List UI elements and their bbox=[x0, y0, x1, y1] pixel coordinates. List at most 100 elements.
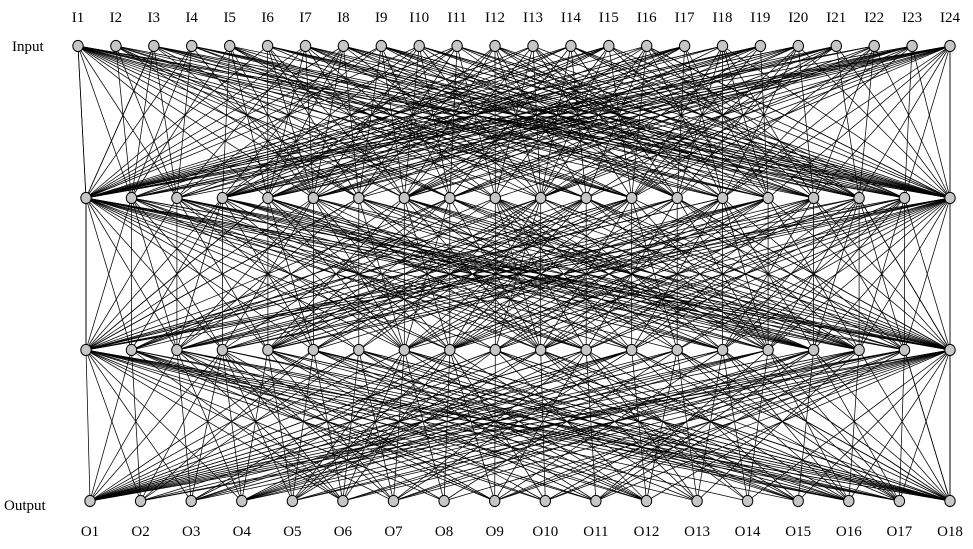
hidden2-node bbox=[490, 344, 500, 355]
hidden2-node bbox=[217, 344, 227, 355]
input-node-label: I10 bbox=[409, 10, 429, 26]
output-node-label: O4 bbox=[233, 524, 252, 540]
hidden1-node bbox=[81, 192, 91, 203]
output-node bbox=[338, 495, 348, 506]
input-node bbox=[907, 40, 917, 51]
output-layer-label: Output bbox=[4, 498, 47, 514]
hidden1-node bbox=[581, 192, 591, 203]
output-node-label: O5 bbox=[283, 524, 301, 540]
connection-edge bbox=[90, 350, 450, 501]
hidden1-node bbox=[899, 192, 909, 203]
connection-edge bbox=[404, 350, 950, 501]
input-node-label: I21 bbox=[826, 10, 846, 26]
input-node bbox=[566, 40, 576, 51]
connection-edge bbox=[141, 350, 950, 501]
hidden1-node bbox=[217, 192, 227, 203]
output-node bbox=[692, 495, 702, 506]
input-node-label: I8 bbox=[337, 10, 350, 26]
output-node bbox=[287, 495, 297, 506]
connection-edge bbox=[141, 350, 359, 501]
connection-edge bbox=[632, 46, 799, 198]
output-node bbox=[186, 495, 196, 506]
hidden2-node bbox=[763, 344, 773, 355]
input-node bbox=[111, 40, 121, 51]
hidden1-node bbox=[808, 192, 818, 203]
hidden1-node bbox=[536, 192, 546, 203]
input-node-label: I9 bbox=[375, 10, 388, 26]
hidden2-node bbox=[81, 344, 91, 355]
connection-edge bbox=[86, 350, 191, 501]
hidden2-node bbox=[717, 344, 727, 355]
hidden2-node bbox=[263, 344, 273, 355]
hidden1-node bbox=[672, 192, 682, 203]
input-node-label: I2 bbox=[110, 10, 123, 26]
input-node-label: I17 bbox=[675, 10, 695, 26]
output-node-label: O6 bbox=[334, 524, 353, 540]
connection-edge bbox=[849, 350, 950, 501]
output-node bbox=[945, 495, 955, 506]
input-node-label: I12 bbox=[485, 10, 505, 26]
input-node-label: I19 bbox=[750, 10, 770, 26]
hidden1-node bbox=[763, 192, 773, 203]
input-node bbox=[755, 40, 765, 51]
output-node-label: O9 bbox=[486, 524, 504, 540]
hidden2-node bbox=[536, 344, 546, 355]
output-node bbox=[85, 495, 95, 506]
output-node bbox=[641, 495, 651, 506]
input-node-label: I14 bbox=[561, 10, 581, 26]
input-node bbox=[604, 40, 614, 51]
input-node bbox=[338, 40, 348, 51]
input-node bbox=[300, 40, 310, 51]
input-node-label: I11 bbox=[447, 10, 466, 26]
output-node-label: O11 bbox=[583, 524, 608, 540]
connection-edge bbox=[90, 350, 132, 501]
input-node-label: I3 bbox=[148, 10, 161, 26]
input-node bbox=[528, 40, 538, 51]
hidden1-node bbox=[126, 192, 136, 203]
input-node-label: I4 bbox=[185, 10, 198, 26]
connection-edge bbox=[874, 46, 950, 198]
input-node bbox=[225, 40, 235, 51]
output-node-label: O2 bbox=[131, 524, 149, 540]
input-node bbox=[187, 40, 197, 51]
hidden2-node bbox=[445, 344, 455, 355]
input-node-label: I15 bbox=[599, 10, 619, 26]
input-node bbox=[642, 40, 652, 51]
input-node bbox=[490, 40, 500, 51]
output-node bbox=[439, 495, 449, 506]
input-node-label: I5 bbox=[223, 10, 236, 26]
hidden1-node bbox=[445, 192, 455, 203]
hidden2-node bbox=[808, 344, 818, 355]
connection-edge bbox=[141, 350, 314, 501]
input-node bbox=[262, 40, 272, 51]
connection-edge bbox=[899, 350, 950, 501]
output-node-label: O18 bbox=[937, 524, 963, 540]
hidden2-node bbox=[581, 344, 591, 355]
hidden1-node bbox=[399, 192, 409, 203]
output-node-label: O12 bbox=[634, 524, 660, 540]
output-node bbox=[742, 495, 752, 506]
input-node bbox=[793, 40, 803, 51]
output-node bbox=[388, 495, 398, 506]
output-node bbox=[591, 495, 601, 506]
output-node bbox=[135, 495, 145, 506]
output-node-label: O14 bbox=[735, 524, 761, 540]
hidden1-node bbox=[308, 192, 318, 203]
hidden2-node bbox=[399, 344, 409, 355]
input-node bbox=[376, 40, 386, 51]
input-node-label: I13 bbox=[523, 10, 543, 26]
input-node bbox=[945, 40, 955, 51]
connection-edge bbox=[313, 350, 950, 501]
hidden2-node bbox=[308, 344, 318, 355]
hidden2-node bbox=[172, 344, 182, 355]
connection-edge bbox=[912, 46, 950, 198]
hidden2-node bbox=[854, 344, 864, 355]
hidden1-node bbox=[172, 192, 182, 203]
input-node bbox=[679, 40, 689, 51]
input-node-label: I7 bbox=[299, 10, 312, 26]
input-node bbox=[831, 40, 841, 51]
connection-edge bbox=[814, 350, 900, 501]
input-layer-label: Input bbox=[12, 39, 44, 55]
